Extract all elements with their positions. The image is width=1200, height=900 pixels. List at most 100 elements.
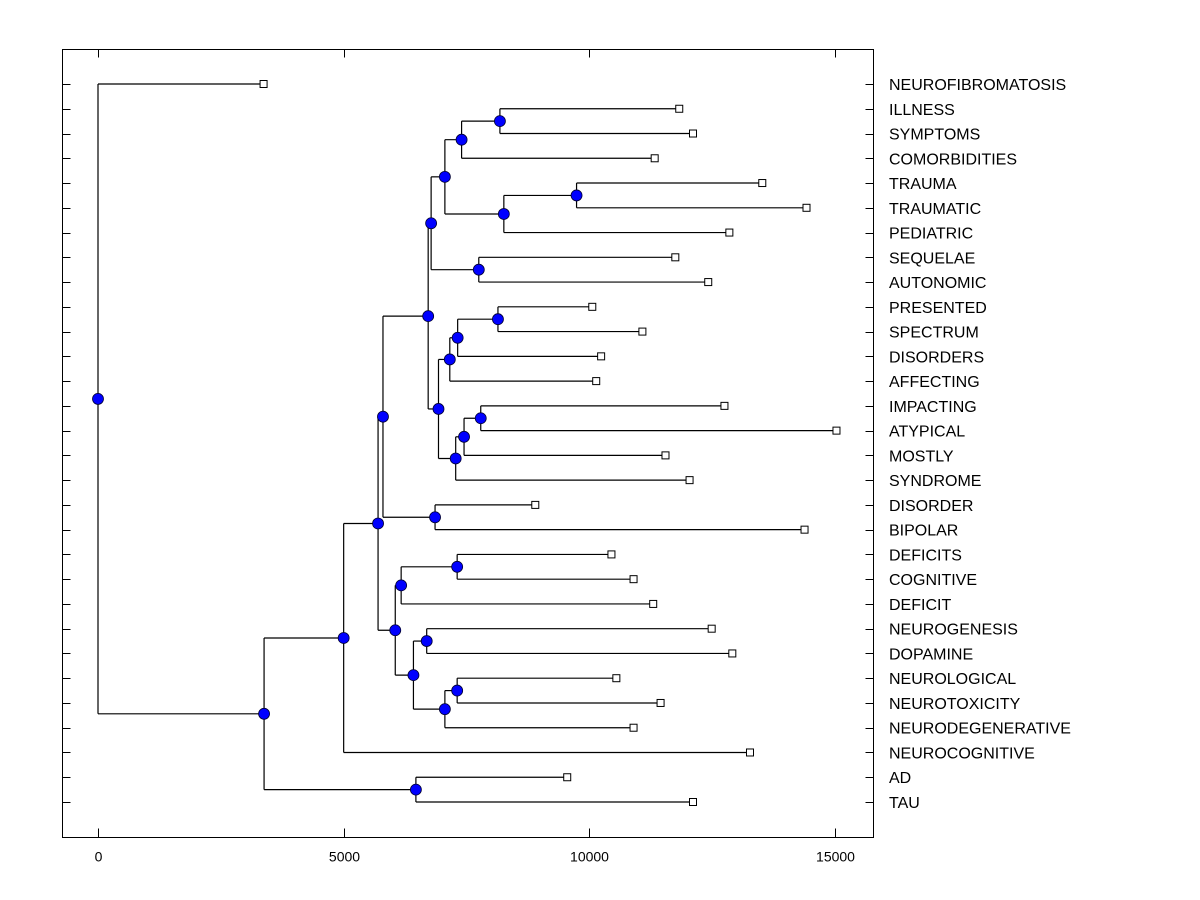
leaf-label: DOPAMINE	[889, 646, 973, 663]
leaf-marker	[800, 525, 809, 534]
leaf-label: TRAUMATIC	[889, 201, 981, 218]
leaf-label: SPECTRUM	[889, 325, 979, 342]
leaf-marker	[832, 426, 841, 435]
merge-node	[407, 669, 420, 682]
leaf-marker	[802, 203, 811, 212]
y-axis-ticks	[62, 84, 874, 803]
x-tick-label: 5000	[329, 849, 360, 865]
leaf-label: ILLNESS	[889, 102, 955, 119]
leaf-marker	[629, 723, 638, 732]
merge-node	[497, 208, 510, 220]
x-tick-label: 10000	[570, 849, 609, 865]
leaf-label: SYNDROME	[889, 473, 981, 490]
leaf-marker	[675, 104, 684, 113]
leaf-marker	[259, 80, 268, 88]
merge-node	[420, 635, 433, 647]
leaf-marker	[649, 599, 658, 608]
leaf-label: ATYPICAL	[889, 424, 965, 441]
leaf-marker	[588, 302, 597, 311]
leaf-marker	[685, 476, 694, 485]
plot-frame	[62, 49, 874, 838]
merge-node	[409, 783, 422, 796]
leaf-label: SEQUELAE	[889, 250, 975, 267]
leaf-marker	[661, 451, 670, 460]
leaf-marker	[725, 228, 734, 237]
leaf-marker	[745, 748, 754, 757]
leaf-marker	[629, 575, 638, 584]
merge-node	[377, 410, 389, 423]
merge-node	[492, 313, 504, 326]
merge-node	[425, 217, 438, 230]
leaf-label: PEDIATRIC	[889, 226, 973, 243]
leaf-marker	[689, 129, 698, 138]
leaf-marker	[728, 649, 737, 658]
merge-node	[395, 579, 408, 592]
merge-node	[449, 452, 462, 465]
leaf-label: NEURODEGENERATIVE	[889, 721, 1071, 738]
merge-node	[438, 703, 451, 716]
merge-node	[451, 331, 464, 344]
merge-node	[472, 263, 485, 276]
leaf-marker	[563, 773, 572, 782]
leaf-label: DISORDERS	[889, 349, 984, 366]
leaf-marker	[758, 179, 767, 188]
leaf-label: BIPOLAR	[889, 523, 958, 540]
leaf-label: TAU	[889, 795, 920, 812]
leaf-marker	[650, 154, 659, 163]
leaf-label: PRESENTED	[889, 300, 987, 317]
leaf-label: NEUROLOGICAL	[889, 671, 1016, 688]
merge-node	[443, 353, 456, 366]
leaf-label: DEFICITS	[889, 547, 962, 564]
leaf-marker	[592, 377, 601, 386]
leaf-marker	[704, 278, 713, 287]
leaf-label: DISORDER	[889, 498, 973, 515]
leaf-label: SYMPTOMS	[889, 127, 980, 144]
leaf-marker	[638, 327, 647, 336]
merge-node	[438, 170, 451, 183]
leaf-marker	[707, 624, 716, 633]
leaf-marker	[612, 674, 621, 683]
merge-node	[494, 115, 506, 128]
merge-node	[432, 403, 445, 415]
merge-node	[337, 632, 350, 644]
leaf-label: DEFICIT	[889, 597, 951, 614]
merge-node	[389, 624, 402, 637]
leaf-label: COMORBIDITIES	[889, 151, 1017, 168]
leaf-marker	[597, 352, 606, 361]
leaf-label: NEUROCOGNITIVE	[889, 745, 1035, 762]
leaf-label: TRAUMA	[889, 176, 957, 193]
merge-node	[570, 189, 583, 202]
leaf-marker	[656, 698, 665, 707]
merge-node	[455, 133, 468, 146]
merge-node	[372, 517, 384, 530]
x-axis: 0 5000 10000 15000	[95, 49, 855, 865]
leaf-label: NEUROTOXICITY	[889, 696, 1021, 713]
merge-node	[92, 392, 104, 405]
leaf-marker	[671, 253, 680, 262]
leaf-label: AUTONOMIC	[889, 275, 986, 292]
leaf-marker	[689, 798, 698, 806]
merge-node	[258, 707, 270, 720]
branches	[97, 83, 837, 803]
leaf-marker	[720, 401, 729, 410]
leaf-marker	[607, 550, 616, 559]
leaf-label: COGNITIVE	[889, 572, 977, 589]
x-tick-label: 15000	[816, 849, 855, 865]
merge-node	[422, 310, 435, 323]
merge-nodes	[92, 115, 583, 796]
leaf-label: AD	[889, 770, 911, 787]
leaf-labels: NEUROFIBROMATOSIS ILLNESS SYMPTOMS COMORBID…	[889, 77, 1071, 812]
leaf-label: MOSTLY	[889, 448, 954, 465]
leaf-markers	[259, 80, 841, 806]
merge-node	[451, 560, 464, 573]
merge-node	[458, 430, 470, 443]
merge-node	[429, 511, 441, 524]
merge-node	[474, 412, 487, 425]
leaf-label: NEUROGENESIS	[889, 622, 1018, 639]
merge-node	[451, 684, 464, 697]
x-tick-label: 0	[95, 849, 103, 865]
leaf-label: AFFECTING	[889, 374, 980, 391]
leaf-label: IMPACTING	[889, 399, 977, 416]
leaf-marker	[531, 500, 540, 509]
